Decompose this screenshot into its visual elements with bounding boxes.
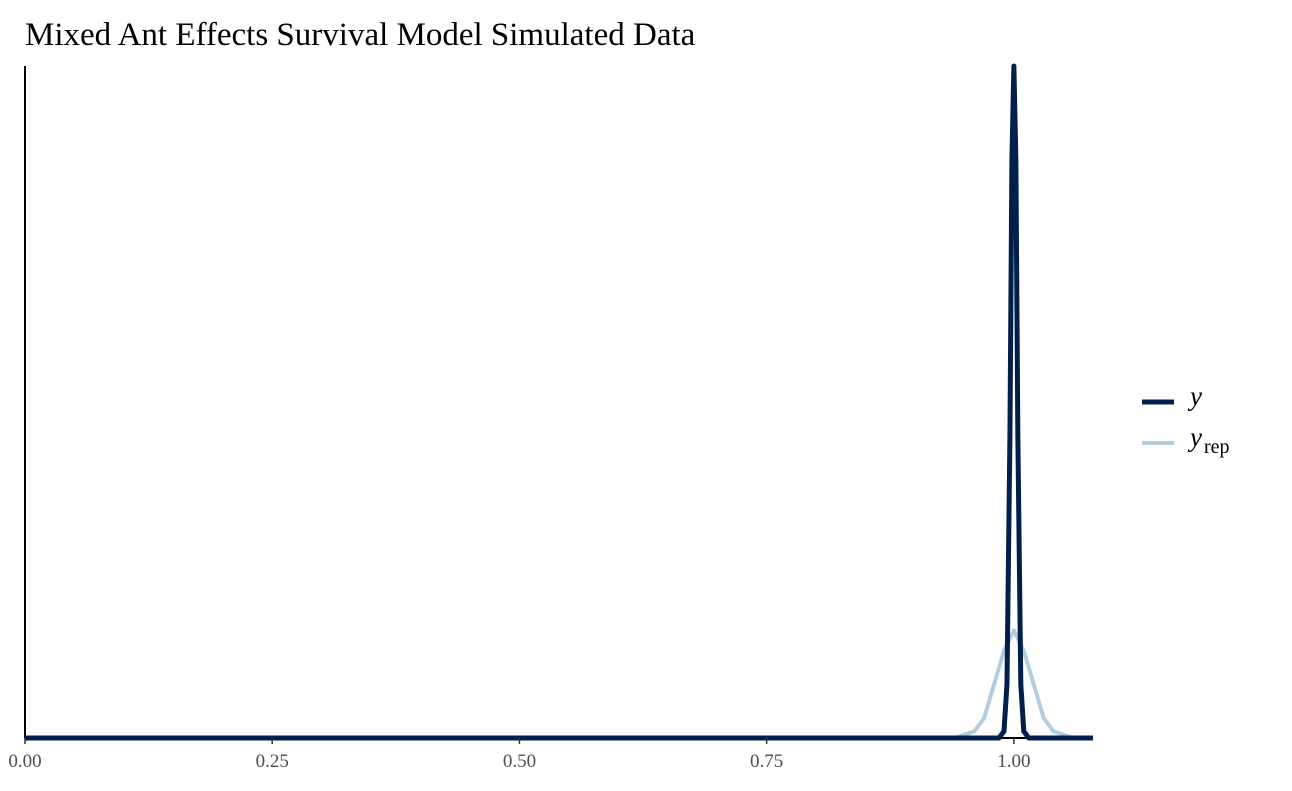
chart-title: Mixed Ant Effects Survival Model Simulat… — [25, 17, 696, 53]
legend-label: y rep — [1187, 422, 1230, 458]
legend-label-subscript: rep — [1204, 436, 1230, 458]
axes — [24, 66, 1093, 739]
legend-entry: y — [1142, 381, 1202, 411]
legend-label: y — [1187, 381, 1202, 411]
series-layer — [25, 63, 1093, 741]
x-tick-label: 0.75 — [750, 751, 783, 772]
legend-entry: y rep — [1142, 422, 1230, 458]
x-tick-label: 0.25 — [256, 751, 289, 772]
x-tick-label: 0.50 — [503, 751, 536, 772]
x-tick-label: 1.00 — [997, 751, 1030, 772]
x-axis-ticks: 0.00 0.25 0.50 0.75 1.00 — [8, 738, 1031, 772]
legend: y y rep — [1142, 381, 1230, 458]
x-tick-label: 0.00 — [8, 751, 41, 772]
series-line-y — [25, 63, 1093, 741]
series-line-y-rep — [25, 628, 1093, 740]
